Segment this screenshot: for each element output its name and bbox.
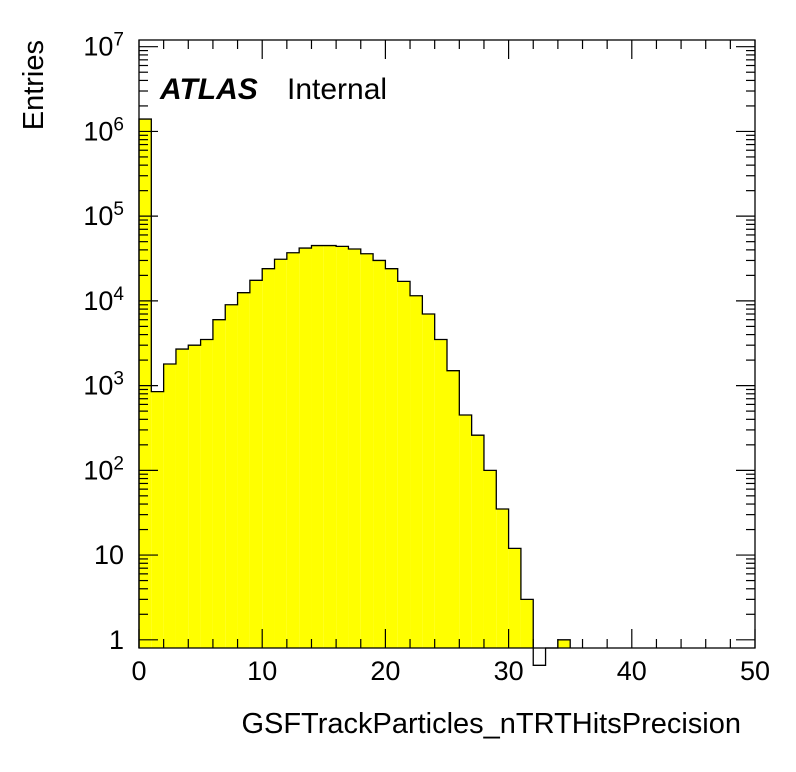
x-tick-label: 50 bbox=[740, 656, 770, 686]
histogram-bin bbox=[188, 345, 201, 648]
plot-border bbox=[138, 39, 756, 649]
histogram-bin bbox=[520, 599, 534, 648]
histogram-bars bbox=[138, 118, 571, 666]
y-tick-label: 104 bbox=[83, 283, 124, 315]
histogram-bin bbox=[237, 292, 250, 648]
x-tick-label: 0 bbox=[131, 656, 146, 686]
histogram-bin bbox=[360, 253, 374, 648]
histogram-bin bbox=[200, 339, 213, 648]
histogram-bin bbox=[434, 339, 447, 648]
histogram-bin bbox=[336, 246, 349, 649]
y-tick-label: 103 bbox=[83, 368, 124, 400]
y-axis-title: Entries bbox=[18, 40, 50, 130]
histogram-bin bbox=[373, 260, 386, 648]
tick-labels: 0 10 20 30 40 50 1 10 102 103 104 105 106 107 bbox=[83, 29, 770, 686]
histogram-bin bbox=[299, 248, 312, 648]
histogram-bin bbox=[323, 245, 337, 648]
x-axis-title: GSFTrackParticles_nTRTHitsPrecision bbox=[241, 708, 741, 740]
histogram-bin bbox=[286, 252, 300, 648]
x-tick-label: 30 bbox=[494, 656, 524, 686]
histogram-bin bbox=[459, 414, 472, 648]
histogram-bin bbox=[496, 508, 509, 648]
y-tick-label: 10 bbox=[94, 540, 124, 570]
histogram-bin bbox=[557, 639, 571, 648]
y-tick-label: 107 bbox=[83, 29, 124, 61]
histogram-bin bbox=[447, 370, 460, 648]
y-tick-label: 1 bbox=[109, 625, 124, 655]
histogram-bin bbox=[508, 548, 521, 648]
x-tick-label: 10 bbox=[247, 656, 277, 686]
plot-frame bbox=[138, 39, 756, 649]
histogram-bin bbox=[471, 435, 484, 648]
histogram-bin bbox=[410, 295, 423, 648]
histogram-bin bbox=[249, 280, 263, 648]
histogram-bin bbox=[422, 314, 435, 648]
histogram-bin bbox=[151, 391, 164, 648]
histogram-bin bbox=[483, 470, 497, 648]
x-tick-label: 40 bbox=[617, 656, 647, 686]
histogram-bin bbox=[163, 363, 176, 648]
atlas-label: ATLAS bbox=[159, 73, 258, 106]
histogram-outline bbox=[138, 118, 571, 666]
internal-label: Internal bbox=[287, 73, 387, 106]
y-tick-label: 106 bbox=[83, 114, 124, 146]
histogram-bin bbox=[262, 268, 275, 648]
histogram-bin bbox=[397, 281, 411, 648]
histogram-bin bbox=[225, 304, 238, 648]
x-tick-label: 20 bbox=[370, 656, 400, 686]
histogram-bin bbox=[175, 349, 189, 648]
axis-ticks bbox=[138, 40, 756, 648]
histogram-bin bbox=[311, 245, 324, 648]
histogram-bin bbox=[348, 248, 361, 648]
histogram-bin bbox=[274, 259, 287, 648]
y-tick-label: 105 bbox=[83, 199, 124, 231]
histogram-bin bbox=[212, 319, 226, 648]
histogram-bin bbox=[139, 119, 152, 649]
y-tick-label: 102 bbox=[83, 453, 124, 485]
histogram-bin bbox=[385, 268, 398, 648]
